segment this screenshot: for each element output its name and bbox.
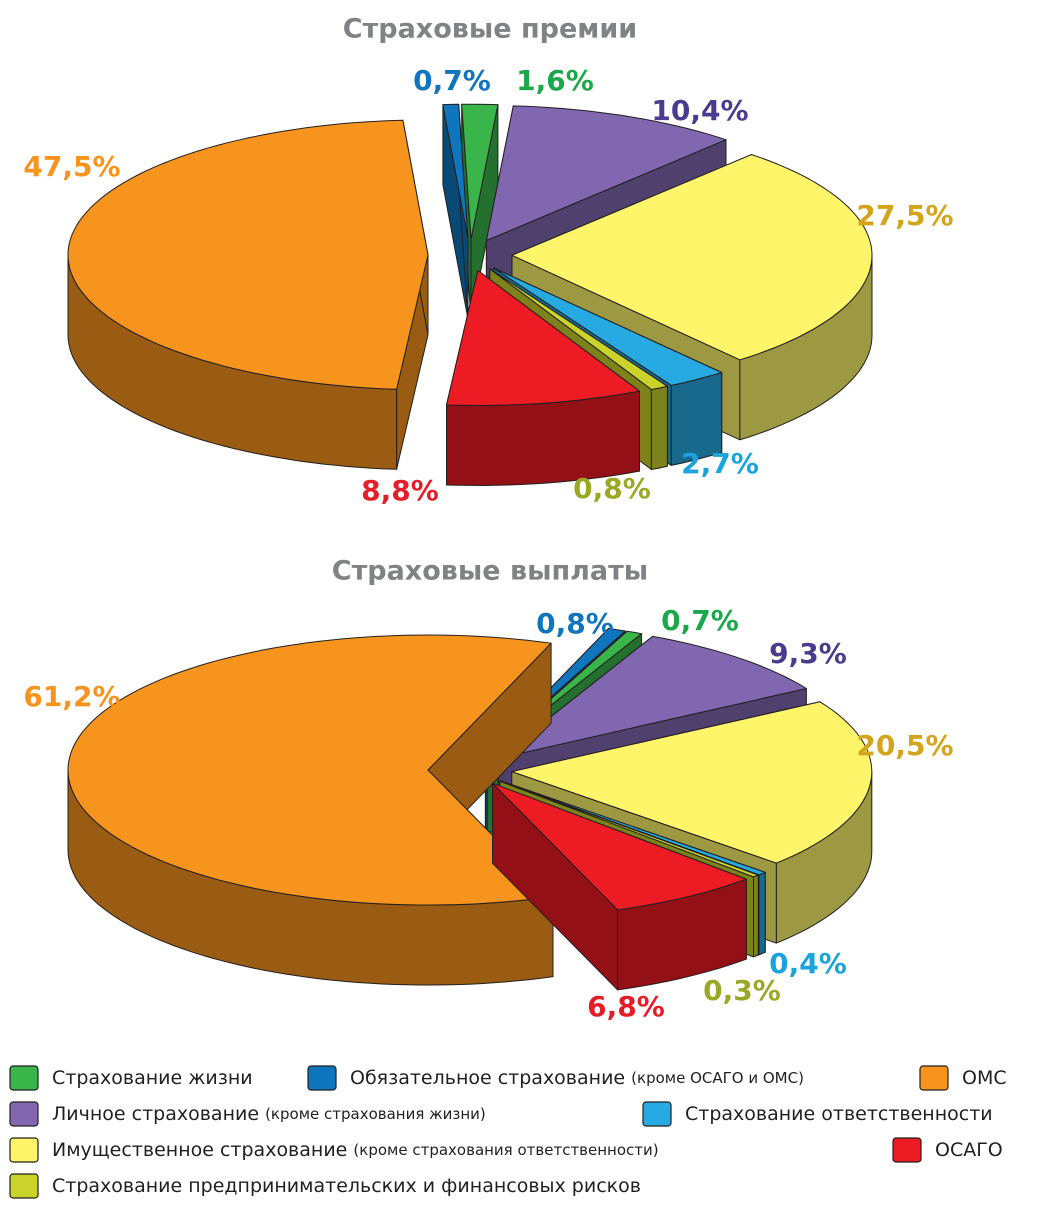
legend-entry: Страхование предпринимательских и финанс… — [52, 1175, 641, 1197]
slice-top — [492, 782, 747, 911]
value-label: 0,7% — [413, 64, 491, 97]
slice-top — [489, 268, 668, 390]
legend-swatch — [9, 1137, 39, 1163]
legend-detail: (кроме страхования жизни) — [265, 1105, 486, 1123]
chart-title: Страховые выплаты — [332, 556, 648, 587]
value-label: 61,2% — [23, 680, 120, 713]
legend-name: Обязательное страхование — [350, 1067, 625, 1089]
slice-top — [497, 635, 807, 759]
value-label: 8,8% — [361, 474, 439, 507]
legend-entry: Страхование жизни — [52, 1067, 253, 1089]
value-label: 10,4% — [651, 94, 748, 127]
legend-entry: Страхование ответственности — [685, 1103, 993, 1125]
slice-top — [67, 634, 554, 906]
legend-name: ОСАГО — [935, 1139, 1003, 1161]
legend-name: Страхование предпринимательских и финанс… — [52, 1175, 641, 1197]
slice-top — [67, 119, 429, 390]
slice-wall — [758, 871, 766, 956]
value-label: 20,5% — [856, 729, 953, 762]
legend-name: Страхование ответственности — [685, 1103, 993, 1125]
legend-detail: (кроме ОСАГО и ОМС) — [631, 1069, 804, 1087]
legend-swatch — [9, 1065, 39, 1091]
value-label: 6,8% — [587, 990, 665, 1023]
slice-top — [442, 103, 469, 240]
chart-title: Страховые премии — [343, 14, 637, 45]
legend-entry: Обязательное страхование (кроме ОСАГО и … — [350, 1067, 804, 1089]
legend-entry: Личное страхование (кроме страхования жи… — [52, 1103, 486, 1125]
legend-entry: Имущественное страхование (кроме страхов… — [52, 1139, 659, 1161]
legend-swatch — [307, 1065, 337, 1091]
slice-top — [500, 780, 766, 876]
legend-swatch — [892, 1137, 922, 1163]
value-label: 47,5% — [23, 150, 120, 183]
legend-swatch — [9, 1173, 39, 1199]
legend-detail: (кроме страхования ответственности) — [353, 1141, 658, 1159]
slice-top — [493, 267, 723, 386]
value-label: 1,6% — [516, 64, 594, 97]
value-label: 0,4% — [769, 947, 847, 980]
legend-entry: ОСАГО — [935, 1139, 1003, 1161]
legend-name: Личное страхование — [52, 1103, 259, 1125]
value-label: 0,8% — [536, 607, 614, 640]
slice-top — [446, 270, 640, 406]
value-label: 27,5% — [856, 199, 953, 232]
legend-name: Имущественное страхование — [52, 1139, 347, 1161]
legend-swatch — [9, 1101, 39, 1127]
slice-wall — [650, 385, 668, 470]
legend-name: ОМС — [962, 1067, 1007, 1089]
slice-top — [461, 103, 499, 240]
legend-swatch — [642, 1101, 672, 1127]
value-label: 0,7% — [661, 604, 739, 637]
slice-top — [485, 105, 727, 241]
legend-entry: ОМС — [962, 1067, 1007, 1089]
slice-top — [511, 154, 873, 361]
slice-wall — [753, 874, 759, 958]
legend-name: Страхование жизни — [52, 1067, 253, 1089]
value-label: 0,8% — [573, 472, 651, 505]
slice-top — [499, 780, 759, 878]
slice-top — [511, 701, 873, 864]
value-label: 0,3% — [703, 974, 781, 1007]
value-label: 9,3% — [769, 637, 847, 670]
value-label: 2,7% — [681, 447, 759, 480]
legend-swatch — [919, 1065, 949, 1091]
